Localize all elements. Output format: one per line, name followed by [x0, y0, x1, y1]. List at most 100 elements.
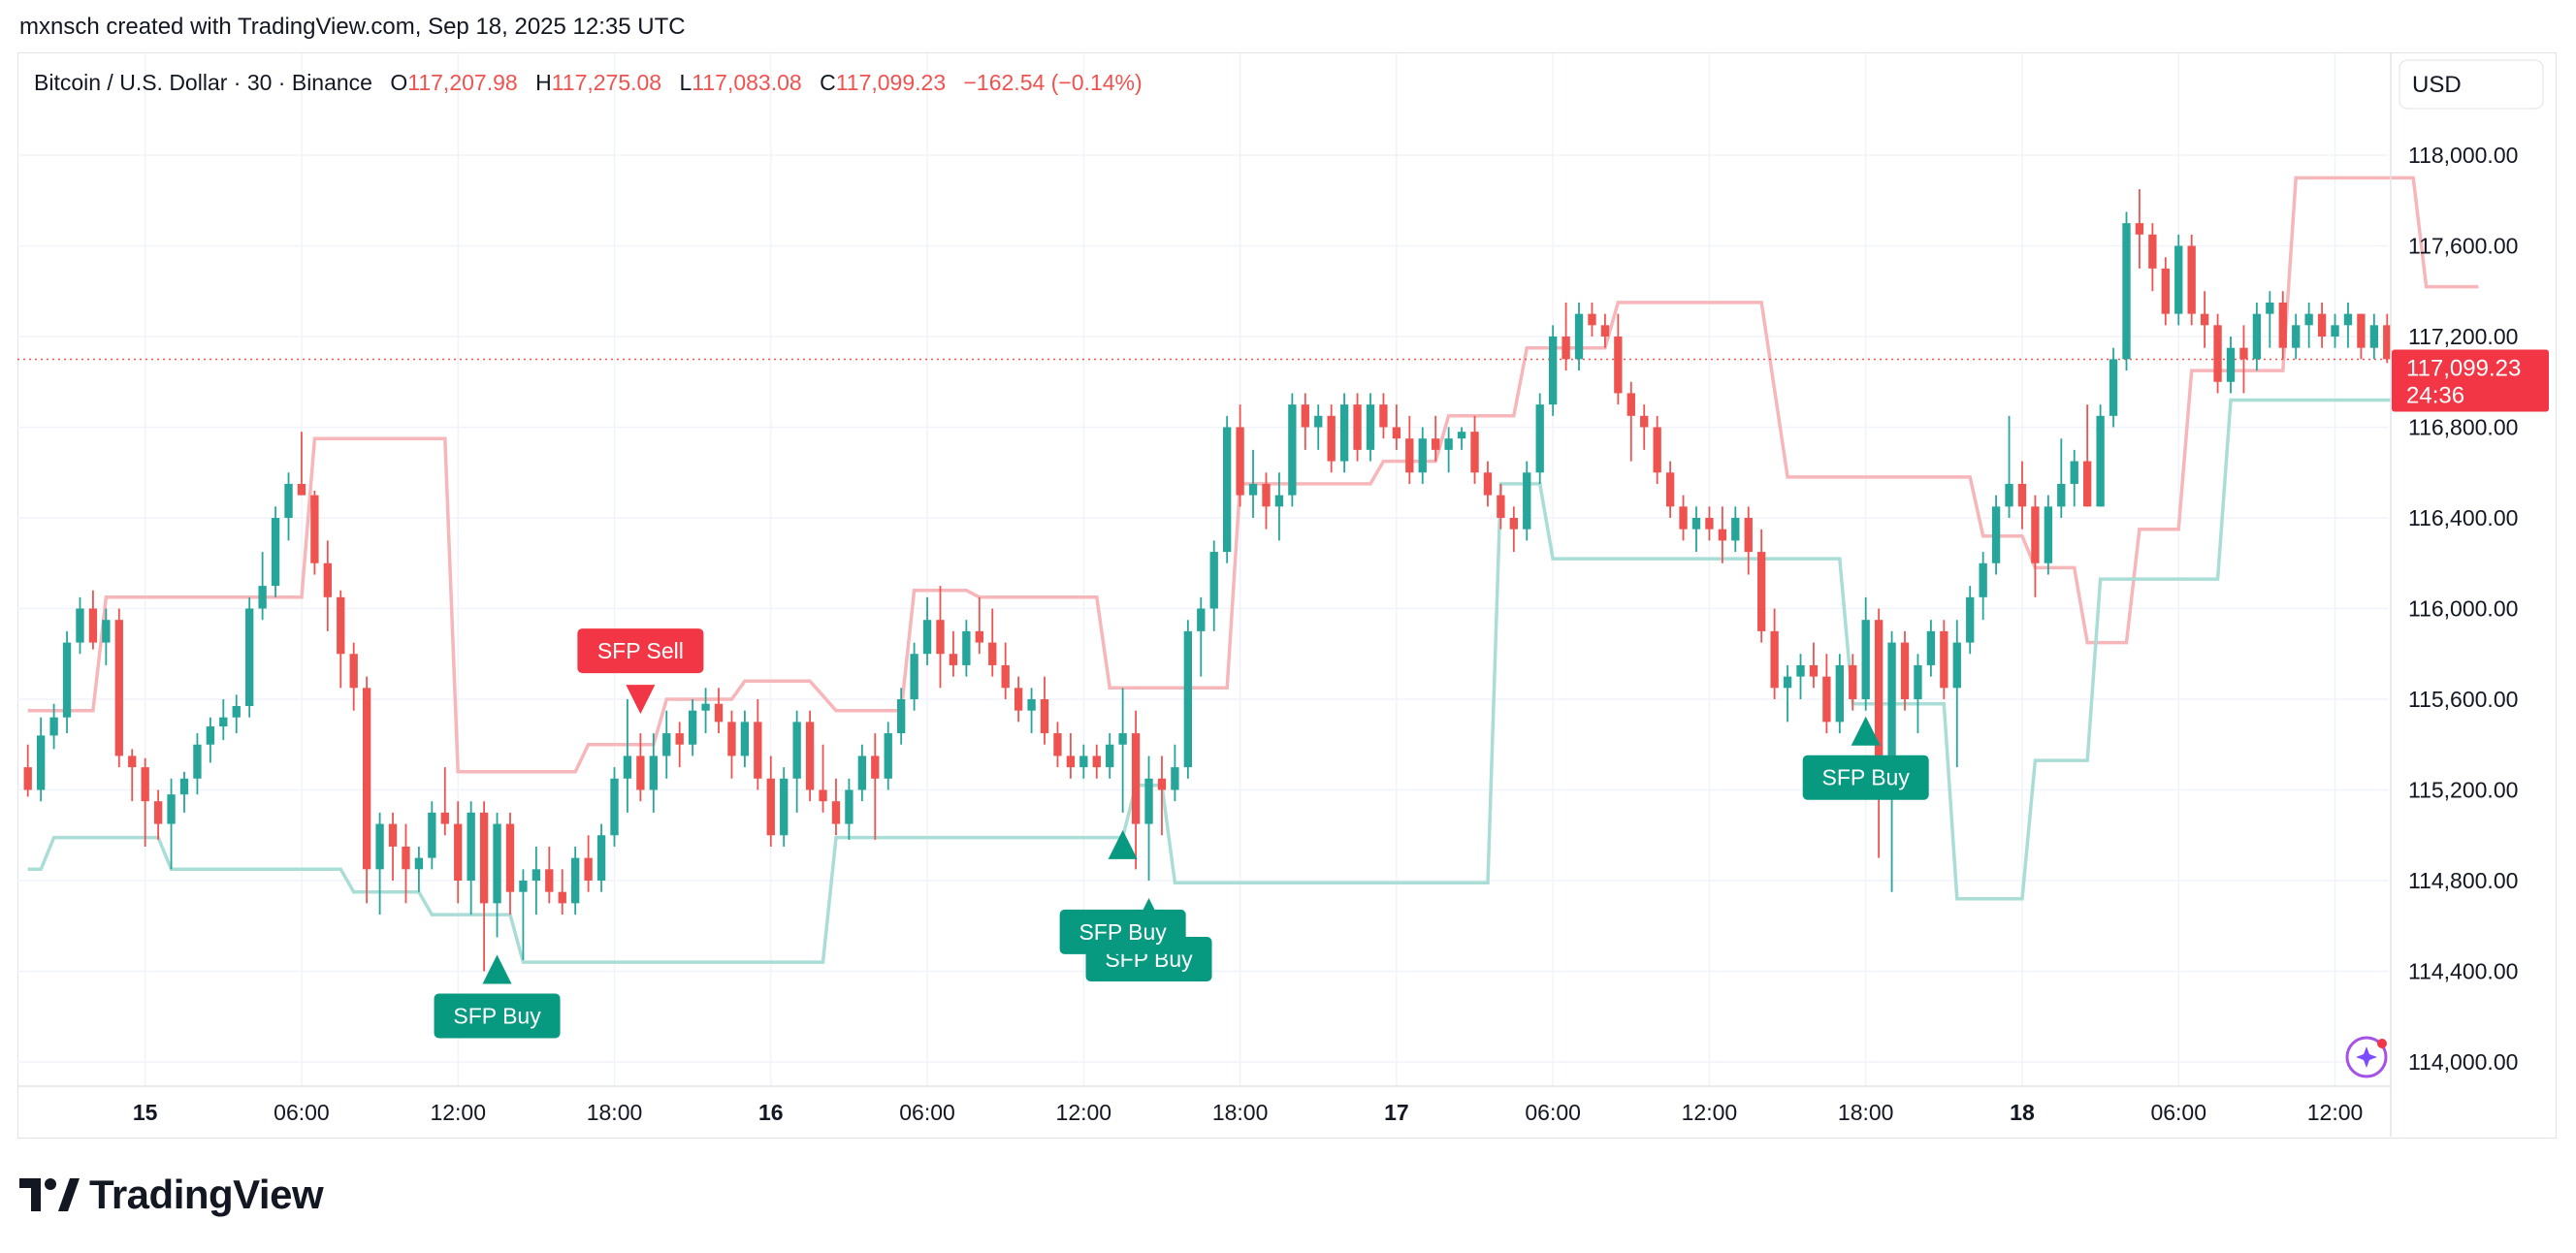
- candle-body: [1966, 596, 1975, 643]
- candle-body: [479, 812, 489, 904]
- candle-body: [1444, 438, 1453, 450]
- price-tick-label: 117,200.00: [2408, 324, 2518, 349]
- candle-body: [1497, 495, 1505, 518]
- candle-body: [1014, 688, 1023, 711]
- candle-body: [2213, 325, 2222, 382]
- buy-badge-box: [1802, 755, 1929, 800]
- candle-body: [780, 778, 789, 836]
- candle-body: [1874, 620, 1884, 756]
- candle-body: [1301, 404, 1309, 428]
- candle-body: [1849, 664, 1857, 699]
- candle-body: [1144, 778, 1153, 824]
- candle-body: [428, 812, 436, 858]
- currency-button[interactable]: [2399, 59, 2544, 110]
- time-tick-label: 18:00: [587, 1100, 643, 1125]
- candle-body: [440, 812, 449, 824]
- upper-band-line: [27, 176, 2479, 774]
- sell-badge-box: [577, 628, 704, 674]
- price-tick-label: 116,800.00: [2408, 415, 2518, 440]
- candle-body: [1679, 506, 1688, 530]
- candle-body: [819, 789, 827, 802]
- candle-body: [467, 812, 475, 881]
- candle-body: [1770, 630, 1779, 689]
- candle-body: [2357, 313, 2366, 348]
- time-axis[interactable]: 15 06:00 12:00 18:00 16 06:00 12:00 18:00 17 06:0…: [17, 1085, 2391, 1125]
- candle-body: [675, 733, 684, 745]
- legend-close-label: C: [820, 70, 836, 95]
- candle-body: [1197, 608, 1206, 631]
- buy-arrow-icon: [1851, 716, 1881, 746]
- candle-body: [36, 735, 46, 790]
- candle-body: [754, 722, 762, 779]
- candle-body: [1914, 664, 1922, 699]
- candle-body: [1079, 755, 1088, 768]
- candle-body: [1222, 427, 1232, 553]
- price-tick-label: 115,200.00: [2408, 778, 2518, 803]
- candle-body: [2135, 223, 2144, 235]
- candle-body: [1835, 664, 1844, 723]
- candle-body: [1418, 438, 1427, 473]
- time-tick-label: 18: [2010, 1100, 2035, 1125]
- candle-body: [662, 733, 671, 756]
- candle-body: [2057, 483, 2066, 507]
- candle-body: [284, 483, 293, 518]
- candle-body: [1718, 529, 1727, 541]
- sparkle-icon[interactable]: [2345, 1036, 2388, 1078]
- candle-body: [1562, 337, 1570, 360]
- time-tick-label: 12:00: [1682, 1100, 1738, 1125]
- candle-body: [323, 562, 332, 597]
- candle-body: [1001, 664, 1010, 689]
- candle-body: [610, 778, 619, 836]
- buy-badge-label: SFP Buy: [1079, 919, 1167, 945]
- candle-body: [258, 586, 267, 609]
- price-tick-label: 116,400.00: [2408, 505, 2518, 530]
- candle-body: [1053, 733, 1062, 756]
- candle-body: [1209, 552, 1218, 609]
- candle-body: [558, 891, 566, 904]
- candle-body: [2304, 313, 2313, 326]
- price-tick-label: 114,400.00: [2408, 959, 2518, 984]
- buy-badge-box: [1059, 909, 1186, 954]
- grid-lines: [17, 53, 2388, 1086]
- candle-body: [2174, 245, 2183, 314]
- candle-body: [1092, 755, 1101, 768]
- candle-body: [153, 801, 163, 824]
- time-tick-label: 06:00: [274, 1100, 330, 1125]
- tradingview-logo[interactable]: TradingView: [19, 1172, 324, 1218]
- candle-body: [2044, 506, 2053, 563]
- candle-body: [792, 722, 801, 779]
- candle-body: [1574, 313, 1584, 360]
- candle-body: [1262, 483, 1271, 507]
- candle-body: [1653, 427, 1661, 473]
- candle-body: [193, 744, 202, 779]
- candle-body: [505, 823, 515, 892]
- candle-body: [1757, 552, 1766, 631]
- candle-body: [962, 630, 971, 665]
- price-tick-label: 116,000.00: [2408, 596, 2518, 622]
- candle-body: [349, 654, 358, 689]
- legend-open-label: O: [390, 70, 407, 95]
- candle-body: [805, 722, 815, 790]
- price-tick-label: 114,800.00: [2408, 868, 2518, 893]
- price-axis[interactable]: 114,000.00 114,400.00 114,800.00 115,200.00…: [2390, 53, 2518, 1137]
- legend-high-label: H: [535, 70, 552, 95]
- candle-body: [1483, 472, 1493, 496]
- candle-body: [1600, 325, 1610, 337]
- candle-body: [2331, 325, 2339, 337]
- candle-body: [493, 823, 501, 904]
- legend-open-value: 117,207.98: [407, 70, 517, 95]
- candle-body: [102, 620, 111, 643]
- sfp-sell-badge: SFP Sell: [577, 628, 704, 715]
- candle-body: [1118, 733, 1127, 745]
- legend-close-value: 117,099.23: [836, 70, 946, 95]
- chart-frame: [17, 52, 2557, 1139]
- candle-body: [1392, 427, 1401, 439]
- candle-body: [1535, 404, 1544, 473]
- candle-body: [402, 846, 410, 870]
- candle-body: [1744, 518, 1753, 553]
- candle-body: [1861, 620, 1870, 699]
- candle-body: [1457, 432, 1466, 439]
- candle-body: [936, 620, 945, 655]
- candle-body: [831, 801, 841, 824]
